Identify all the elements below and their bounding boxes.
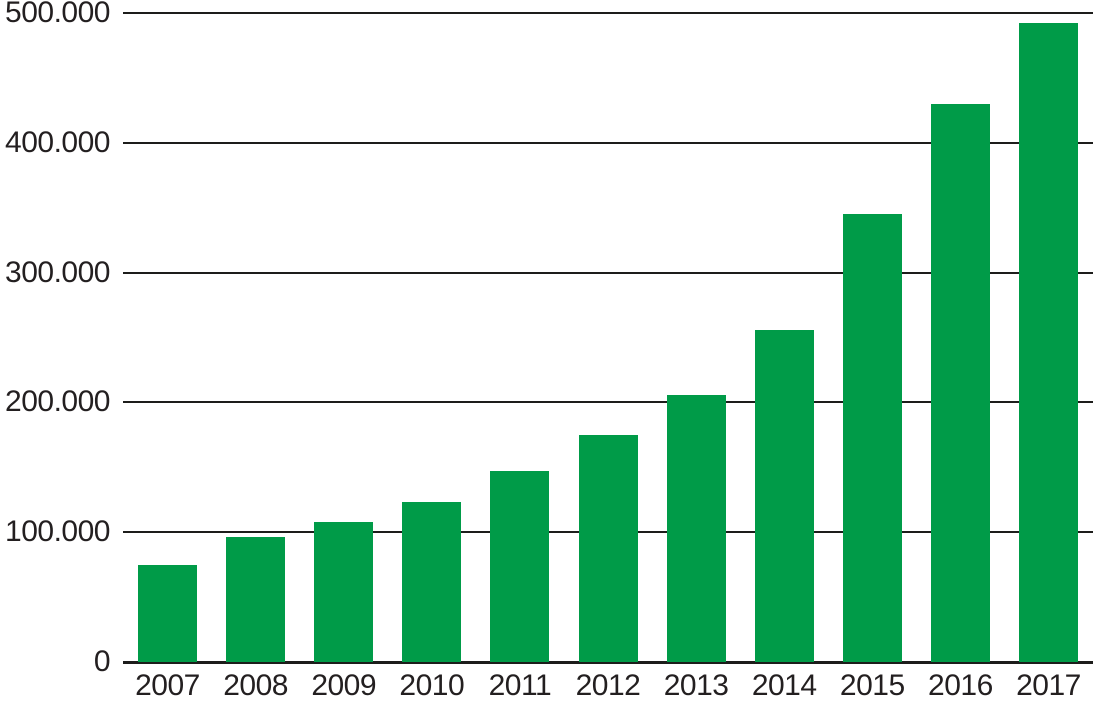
x-tick-label: 2011	[488, 669, 552, 702]
bar-2013	[666, 394, 726, 662]
x-tick-label: 2009	[311, 669, 377, 702]
bar-2017	[1019, 23, 1078, 662]
gridline	[123, 401, 1093, 404]
x-tick-label: 2010	[399, 669, 465, 702]
y-tick-label: 500.000	[5, 0, 110, 29]
y-tick-label: 200.000	[5, 385, 110, 419]
bar-2010	[402, 502, 462, 662]
gridline	[123, 141, 1093, 144]
x-tick-label: 2014	[751, 669, 817, 702]
y-tick-label: 0	[93, 645, 111, 678]
bar-2014	[754, 329, 814, 662]
x-tick-label: 2012	[575, 669, 641, 702]
bar-2016	[930, 103, 990, 662]
bar-2015	[842, 214, 902, 662]
gridline	[123, 271, 1093, 274]
y-tick-label: 400.000	[5, 125, 110, 159]
x-axis-line	[123, 660, 1093, 664]
bar-2008	[226, 537, 286, 662]
bar-2009	[314, 521, 374, 662]
y-tick-label: 300.000	[5, 255, 110, 289]
x-tick-label: 2007	[135, 669, 200, 702]
x-tick-label: 2017	[1016, 669, 1081, 702]
x-tick-label: 2015	[839, 669, 905, 702]
bar-2012	[578, 434, 638, 662]
bar-2011	[490, 471, 550, 662]
y-tick-label: 100.000	[5, 515, 110, 549]
x-tick-label: 2013	[663, 669, 729, 702]
x-tick-label: 2008	[223, 669, 288, 702]
x-tick-label: 2016	[928, 669, 993, 702]
gridline	[123, 12, 1093, 14]
bar-2007	[138, 564, 197, 662]
